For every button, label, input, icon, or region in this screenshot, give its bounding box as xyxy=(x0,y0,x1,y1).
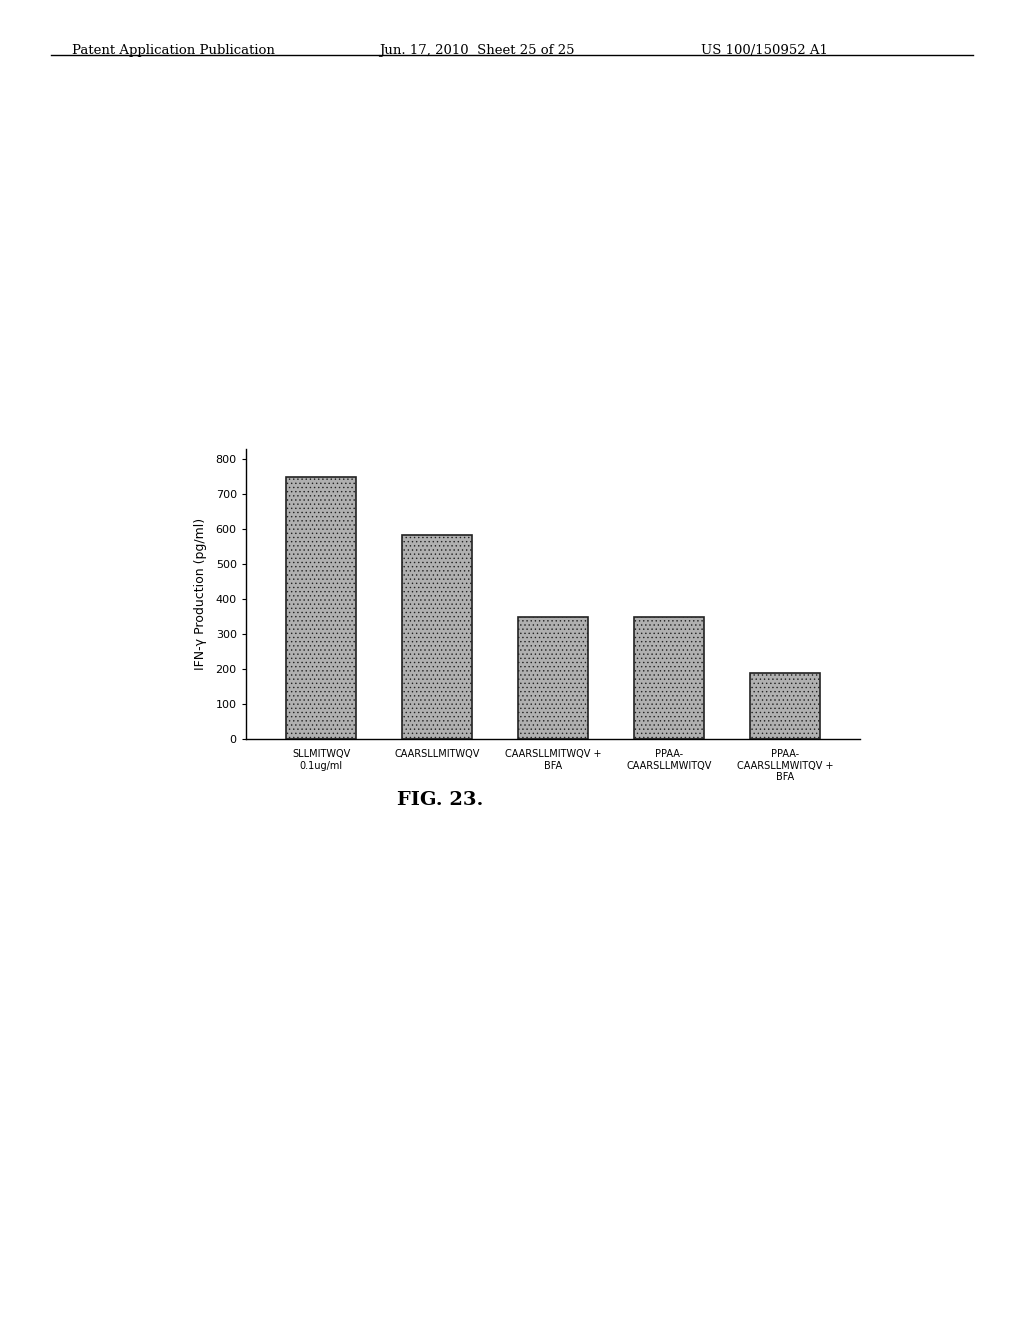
Text: Patent Application Publication: Patent Application Publication xyxy=(72,44,274,57)
Bar xyxy=(287,477,356,739)
Bar xyxy=(402,535,472,739)
Bar xyxy=(634,616,703,739)
Bar xyxy=(750,673,819,739)
Text: US 100/150952 A1: US 100/150952 A1 xyxy=(701,44,828,57)
Text: Jun. 17, 2010  Sheet 25 of 25: Jun. 17, 2010 Sheet 25 of 25 xyxy=(379,44,574,57)
Y-axis label: IFN-γ Production (pg/ml): IFN-γ Production (pg/ml) xyxy=(195,517,207,671)
Bar xyxy=(518,616,588,739)
Text: FIG. 23.: FIG. 23. xyxy=(397,791,483,809)
